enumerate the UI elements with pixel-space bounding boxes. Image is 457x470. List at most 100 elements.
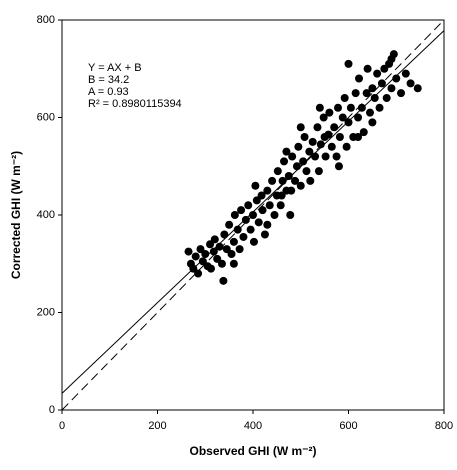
scatter-point	[219, 276, 228, 285]
scatter-point	[319, 113, 328, 122]
scatter-point	[302, 167, 311, 176]
annotation: R² = 0.8980115394	[88, 98, 182, 110]
scatter-point	[225, 220, 234, 229]
scatter-point	[263, 186, 272, 195]
scatter-point	[387, 84, 396, 93]
scatter-point	[313, 123, 322, 132]
scatter-point	[300, 133, 309, 141]
scatter-point	[355, 74, 364, 83]
y-tick-label: 400	[37, 209, 55, 221]
scatter-point	[354, 133, 363, 141]
scatter-point	[284, 172, 293, 180]
scatter-point	[373, 69, 382, 78]
scatter-point	[194, 269, 203, 278]
scatter-point	[282, 147, 291, 156]
scatter-point	[359, 128, 368, 137]
scatter-point	[229, 237, 238, 246]
scatter-point	[268, 176, 277, 185]
scatter-point	[370, 94, 379, 102]
scatter-point	[406, 79, 415, 88]
scatter-point	[332, 152, 341, 161]
scatter-point	[308, 137, 317, 146]
scatter-point	[344, 118, 353, 127]
scatter-point	[206, 264, 215, 273]
scatter-point	[333, 103, 342, 112]
scatter-point	[257, 191, 266, 200]
scatter-point	[335, 133, 344, 141]
scatter-point	[237, 206, 246, 215]
scatter-point	[254, 218, 263, 227]
scatter-point	[210, 235, 219, 244]
scatter-point	[354, 113, 363, 122]
scatter-point	[294, 142, 303, 151]
scatter-point	[260, 230, 269, 239]
y-tick-label: 200	[37, 306, 55, 318]
scatter-point	[413, 84, 422, 93]
scatter-point	[235, 245, 244, 254]
scatter-point	[314, 167, 323, 176]
scatter-point	[244, 201, 253, 210]
scatter-point	[246, 225, 255, 234]
annotation: Y = AX + B	[88, 62, 142, 74]
scatter-point	[299, 157, 308, 166]
x-tick-label: 400	[244, 420, 262, 432]
scatter-point	[351, 89, 360, 98]
scatter-point	[321, 152, 330, 161]
scatter-point	[327, 142, 336, 151]
scatter-point	[334, 162, 343, 171]
y-tick-label: 600	[37, 111, 55, 123]
scatter-point	[382, 94, 391, 102]
scatter-point	[291, 176, 300, 185]
scatter-point	[306, 176, 315, 185]
scatter-point	[365, 108, 374, 117]
annotation: A = 0.93	[88, 86, 129, 98]
annotation: B = 34.2	[88, 74, 129, 86]
scatter-point	[215, 242, 224, 251]
x-tick-label: 600	[339, 420, 357, 432]
scatter-point	[362, 89, 371, 98]
scatter-point	[342, 142, 351, 151]
scatter-point	[296, 181, 305, 190]
y-tick-label: 0	[49, 404, 55, 416]
x-tick-label: 200	[148, 420, 166, 432]
y-tick-label: 800	[37, 14, 55, 26]
regression-line	[61, 30, 445, 394]
scatter-point	[368, 84, 377, 93]
scatter-point	[277, 191, 286, 200]
scatter-point	[184, 247, 193, 256]
scatter-point	[258, 206, 267, 215]
scatter-point	[280, 157, 289, 166]
identity-line	[61, 19, 445, 411]
scatter-point	[288, 152, 297, 161]
scatter-point	[325, 108, 334, 117]
y-axis-label: Corrected GHI (W m⁻²)	[9, 151, 23, 279]
scatter-point	[230, 211, 239, 219]
scatter-point	[276, 201, 285, 210]
scatter-point	[278, 176, 287, 185]
scatter-point	[227, 250, 236, 258]
scatter-point	[363, 64, 372, 73]
scatter-point	[315, 103, 324, 112]
scatter-point	[320, 133, 329, 141]
scatter-point	[330, 123, 339, 132]
scatter-point	[397, 89, 406, 98]
scatter-point	[296, 123, 305, 132]
scatter-point	[229, 259, 238, 268]
scatter-point	[286, 211, 295, 219]
scatter-point	[265, 201, 274, 210]
scatter-point	[346, 103, 355, 112]
scatter-point	[357, 103, 366, 112]
scatter-point	[263, 220, 272, 229]
scatter-point	[217, 259, 226, 268]
scatter-point	[387, 55, 396, 63]
x-tick-label: 0	[59, 420, 65, 432]
scatter-point	[273, 167, 282, 176]
scatter-point	[401, 69, 410, 78]
scatter-point	[340, 94, 349, 102]
scatter-point	[305, 147, 314, 156]
x-tick-label: 800	[435, 420, 453, 432]
scatter-point	[344, 59, 353, 68]
scatter-point	[270, 211, 279, 219]
scatter-point	[220, 230, 229, 239]
